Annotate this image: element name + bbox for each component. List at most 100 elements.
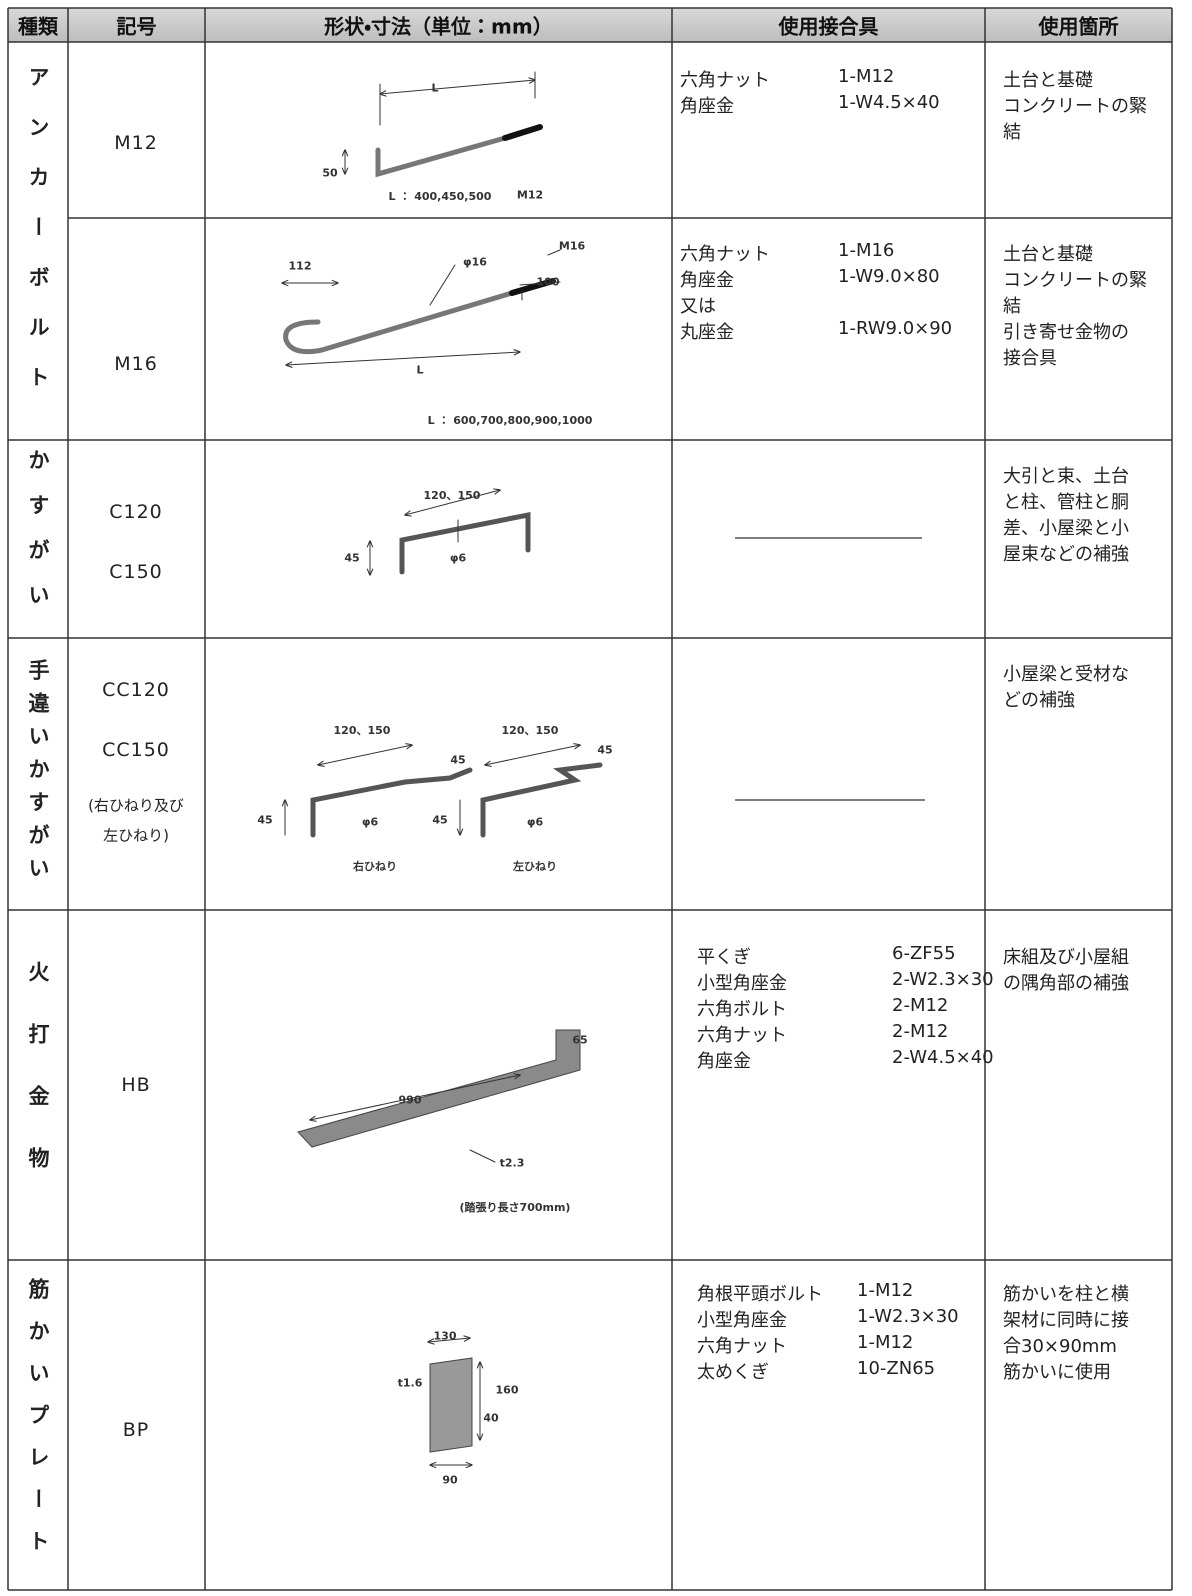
fig-text: t1.6 (397, 1376, 423, 1390)
figure-shape (519, 281, 561, 301)
use-text: 差、小屋梁と小 (1003, 518, 1129, 539)
fit-text: 2-M12 (892, 995, 949, 1016)
figure-shape (379, 71, 536, 126)
sym-text: C150 (109, 561, 163, 583)
figure-shape (405, 490, 500, 515)
fig-text: L (431, 81, 439, 95)
sym-text: C120 (109, 501, 163, 523)
type-label: 手違いかすがい (26, 658, 50, 890)
fit-text: 小型角座金 (697, 973, 787, 994)
fit-text: 六角ナット (697, 1336, 787, 1357)
fit-text: 六角ナット (680, 70, 770, 91)
fig-text: L (416, 363, 424, 377)
use-text: 床組及び小屋組 (1003, 947, 1129, 968)
fig-text: 45 (432, 813, 448, 827)
figure-shape (318, 745, 412, 765)
fig-text: 100 (536, 275, 560, 289)
fig-text: 45 (597, 743, 613, 757)
figures (282, 71, 925, 1465)
fig-text: 130 (433, 1329, 457, 1343)
fit-text: 1-M12 (857, 1280, 914, 1301)
fit-text: 1-M12 (838, 66, 895, 87)
fig-text: 右ひねり (353, 860, 397, 873)
use-text: 引き寄せ金物の (1003, 322, 1129, 343)
fit-text: 1-RW9.0×90 (838, 318, 953, 339)
figure-shape (380, 80, 535, 94)
use-text: 接合具 (1003, 348, 1057, 369)
use-text: 土台と基礎 (1003, 70, 1093, 91)
use-text: と柱、管柱と胴 (1003, 492, 1129, 513)
fig-text: 990 (398, 1093, 422, 1107)
fig-text: φ16 (463, 255, 487, 269)
use-text: 筋かいに使用 (1003, 1362, 1111, 1383)
sym-text: HB (121, 1074, 151, 1096)
figure-shape (428, 1338, 470, 1342)
fig-text: φ6 (526, 815, 544, 829)
use-text: どの補強 (1003, 690, 1075, 711)
use-text: の隅角部の補強 (1003, 973, 1129, 994)
fit-text: 六角ナット (680, 244, 770, 265)
use-text: 筋かいを柱と横 (1003, 1284, 1129, 1305)
fit-text: 丸座金 (680, 322, 734, 343)
note-text: (右ひねり及び (88, 796, 184, 815)
fig-text: M16 (558, 239, 586, 253)
fig-text: 65 (572, 1033, 588, 1047)
fit-text: 2-W2.3×30 (892, 969, 994, 990)
sym-text: BP (122, 1419, 150, 1441)
sym-text: CC120 (102, 679, 170, 701)
use-text: 結 (1003, 122, 1021, 143)
fig-text: 45 (450, 753, 466, 767)
fit-text: 角座金 (680, 96, 734, 117)
fig-text: L ： 600,700,800,900,1000 (427, 414, 593, 427)
fig-text: 90 (442, 1473, 458, 1487)
hd-text: 使用箇所 (1038, 14, 1119, 39)
fit-text: 又は (680, 296, 716, 317)
fit-text: 1-W4.5×40 (838, 92, 940, 113)
type-label: アンカーボルト (26, 66, 50, 416)
fit-text: 10-ZN65 (857, 1358, 936, 1379)
hd-text: 使用接合具 (778, 14, 879, 39)
type-label: 筋かいプレート (26, 1278, 50, 1572)
fig-text: 120、150 (501, 724, 559, 737)
use-text: コンクリートの緊 (1003, 270, 1147, 291)
figure-shape (502, 124, 543, 141)
sym-text: CC150 (102, 739, 170, 761)
fit-text: 1-M12 (857, 1332, 914, 1353)
fit-text: 六角ボルト (697, 999, 787, 1020)
fig-text: φ6 (449, 551, 467, 565)
figure-shape (286, 352, 520, 365)
fig-text: φ6 (361, 815, 379, 829)
fig-text: 45 (257, 813, 273, 827)
use-text: 小屋梁と受材な (1003, 664, 1129, 685)
figure-shape (485, 745, 580, 765)
fit-text: 太めくぎ (697, 1362, 769, 1383)
figure-shape (480, 762, 603, 838)
fit-text: 六角ナット (697, 1025, 787, 1046)
fit-text: 角根平頭ボルト (697, 1284, 823, 1305)
fit-text: 1-W2.3×30 (857, 1306, 959, 1327)
fig-text: t2.3 (499, 1156, 525, 1170)
type-label: かすがい (26, 449, 50, 629)
use-text: 合30×90mm (1003, 1336, 1117, 1357)
fit-text: 2-W4.5×40 (892, 1047, 994, 1068)
use-text: コンクリートの緊 (1003, 96, 1147, 117)
figure-shape (429, 1357, 473, 1453)
figure-shape (297, 1029, 581, 1148)
use-text: 架材に同時に接 (1003, 1310, 1129, 1331)
fig-text: 50 (322, 166, 338, 180)
use-text: 大引と束、土台 (1003, 466, 1129, 487)
fig-text: 112 (288, 259, 312, 273)
fig-text: 40 (483, 1411, 499, 1425)
figure-shape (399, 511, 531, 575)
fig-text: 45 (344, 551, 360, 565)
fig-text: 左ひねり (513, 860, 557, 873)
figure-shape (283, 290, 515, 355)
figure-shape (375, 135, 508, 178)
fit-text: 2-M12 (892, 1021, 949, 1042)
hd-text: 種類 (18, 14, 58, 39)
figure-shape (285, 800, 460, 835)
use-text: 土台と基礎 (1003, 244, 1093, 265)
sym-text: M12 (114, 132, 158, 154)
sym-text: M16 (114, 353, 158, 375)
